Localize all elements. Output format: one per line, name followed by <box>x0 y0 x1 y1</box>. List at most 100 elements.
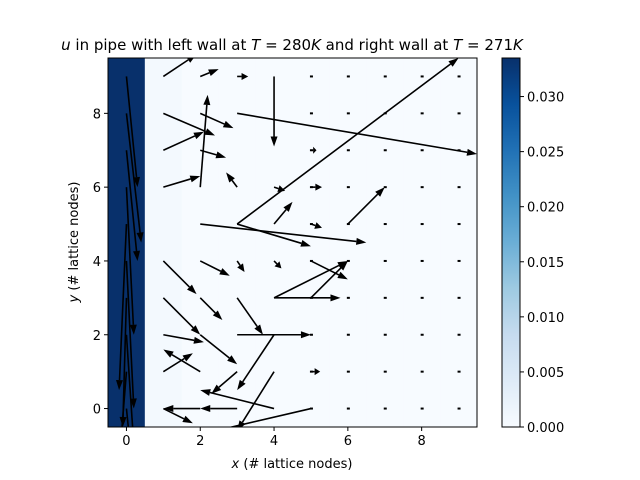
lattice-node-marker <box>309 370 313 373</box>
title-text-1: in pipe with left wall at <box>71 36 251 54</box>
velocity-arrow <box>236 260 245 273</box>
velocity-arrow <box>125 187 137 335</box>
velocity-arrow <box>162 260 197 295</box>
heatmap-column <box>366 58 404 427</box>
lattice-node-marker <box>457 149 461 152</box>
x-tick-label: 8 <box>418 434 426 449</box>
y-axis: 0 2 4 6 8 <box>93 107 108 418</box>
lattice-node-marker <box>457 223 461 226</box>
lattice-node-marker <box>457 186 461 189</box>
lattice-node-marker <box>420 259 424 262</box>
lattice-node-marker <box>346 186 350 189</box>
title-text-2: and right wall at <box>321 36 453 54</box>
lattice-node-marker <box>309 75 313 78</box>
velocity-arrow <box>347 187 385 225</box>
velocity-arrow <box>162 297 201 335</box>
lattice-node-marker <box>346 407 350 410</box>
colorbar-tick-label: 0.015 <box>527 256 564 271</box>
velocity-arrow <box>163 175 201 188</box>
velocity-arrow <box>236 297 263 335</box>
velocity-arrow <box>125 408 130 427</box>
x-axis: 0 2 4 6 8 <box>122 427 426 449</box>
lattice-node-marker <box>346 333 350 336</box>
y-tick-label: 6 <box>93 181 101 196</box>
velocity-arrow <box>274 294 341 302</box>
x-tick-label: 6 <box>344 434 352 449</box>
colorbar-tick-label: 0.010 <box>527 311 564 326</box>
velocity-arrow <box>163 112 216 136</box>
y-tick-label: 2 <box>93 329 101 344</box>
heatmap-column <box>440 58 477 427</box>
y-tick-label: 0 <box>93 403 101 418</box>
velocity-arrow <box>310 260 348 280</box>
velocity-arrow <box>163 333 204 344</box>
velocity-arrow <box>163 405 201 413</box>
y-axis-var: y <box>67 294 82 303</box>
lattice-node-marker <box>346 370 350 373</box>
velocity-arrow <box>237 112 477 156</box>
velocity-arrow <box>273 185 286 192</box>
y-axis-label: y (# lattice nodes) <box>67 182 82 304</box>
velocity-arrow <box>162 407 193 424</box>
colorbar-tick-label: 0.005 <box>527 366 564 381</box>
lattice-node-marker <box>383 296 387 299</box>
lattice-node-marker <box>383 333 387 336</box>
title-var: u <box>61 36 71 54</box>
velocity-arrow <box>199 112 234 129</box>
heatmap-column <box>218 58 256 427</box>
colorbar-gradient <box>501 57 521 428</box>
x-axis-label: x (# lattice nodes) <box>231 457 353 472</box>
title-k1: K <box>311 36 322 54</box>
velocity-arrow <box>162 58 194 78</box>
velocity-arrow <box>121 371 128 427</box>
colorbar: 0.000 0.005 0.010 0.015 0.020 0.025 0.030 <box>501 57 564 436</box>
velocity-arrow <box>125 113 144 243</box>
lattice-node-marker <box>309 186 313 189</box>
lattice-node-marker <box>420 149 424 152</box>
colorbar-tick-label: 0.000 <box>527 421 564 436</box>
y-axis-text: (# lattice nodes) <box>67 182 82 295</box>
velocity-arrow <box>199 260 230 276</box>
lattice-node-marker <box>383 149 387 152</box>
lattice-node-marker <box>346 112 350 115</box>
lattice-node-marker <box>420 407 424 410</box>
velocity-arrow <box>237 331 311 339</box>
y-tick-label: 8 <box>93 107 101 122</box>
lattice-node-marker <box>346 259 350 262</box>
velocity-arrow <box>237 334 275 391</box>
lattice-node-marker <box>420 333 424 336</box>
lattice-node-marker <box>309 407 313 410</box>
x-axis-var: x <box>231 457 240 472</box>
lattice-node-marker <box>457 370 461 373</box>
x-tick-label: 4 <box>270 434 278 449</box>
velocity-arrow <box>273 260 282 269</box>
velocity-arrow <box>162 353 193 373</box>
lattice-node-marker <box>309 112 313 115</box>
velocity-arrow <box>226 172 238 188</box>
title-eq2: = 271 <box>462 36 513 54</box>
lattice-node-marker <box>383 112 387 115</box>
lattice-node-marker <box>420 186 424 189</box>
y-tick-label: 4 <box>93 255 101 270</box>
velocity-arrow <box>125 150 141 261</box>
lattice-node-marker <box>457 333 461 336</box>
velocity-arrow <box>116 224 128 391</box>
lattice-node-marker <box>420 296 424 299</box>
plot-area <box>107 57 478 428</box>
velocity-arrow <box>200 405 238 413</box>
lattice-node-marker <box>420 223 424 226</box>
velocity-arrow <box>163 349 201 373</box>
velocity-arrow <box>228 407 312 427</box>
colorbar-tick-label: 0.025 <box>527 146 564 161</box>
lattice-node-marker <box>383 259 387 262</box>
plot-frame <box>107 57 478 428</box>
title-t2: T <box>453 36 464 54</box>
velocity-arrow <box>199 334 238 365</box>
lattice-node-marker <box>457 407 461 410</box>
lattice-node-marker <box>383 75 387 78</box>
lattice-node-marker <box>346 296 350 299</box>
velocity-arrow <box>200 389 275 410</box>
velocity-arrow <box>273 260 348 299</box>
colorbar-tick-label: 0.020 <box>527 201 564 216</box>
